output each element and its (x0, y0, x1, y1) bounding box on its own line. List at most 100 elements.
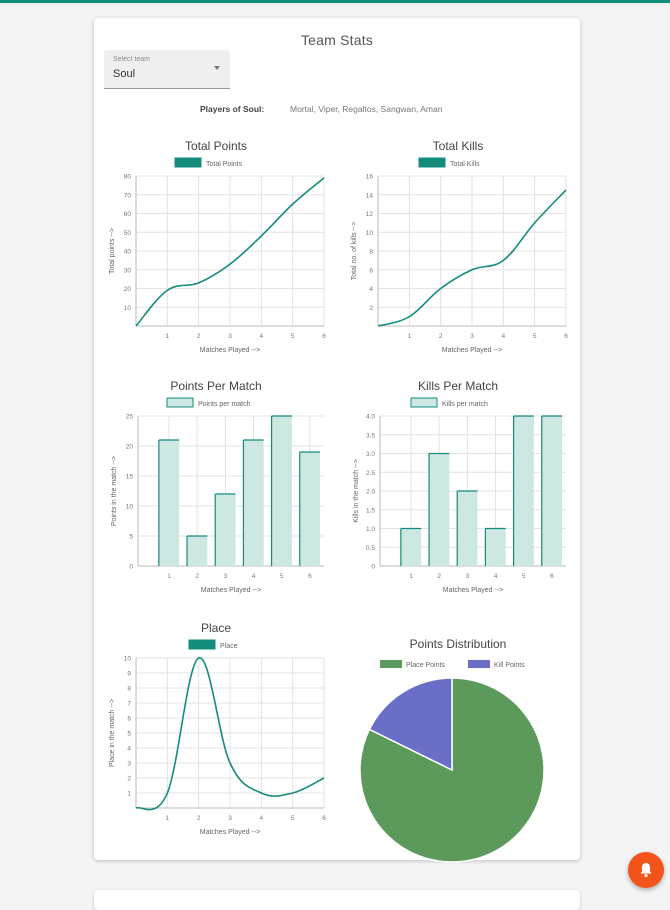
chart-points-per-match: Points Per Match Points per match 0 5 10 15 20… (98, 372, 334, 606)
x-tick-label: 2 (195, 573, 199, 580)
y-tick-label: 7 (127, 701, 131, 708)
y-tick-label: 5 (127, 731, 131, 738)
x-tick-label: 6 (564, 333, 568, 340)
y-axis-label: Kills in the match --> (353, 459, 360, 523)
y-tick-label: 0 (129, 564, 133, 571)
x-tick-label: 6 (322, 815, 326, 822)
legend-swatch (418, 157, 446, 168)
y-tick-label: 50 (124, 230, 132, 237)
x-tick-label: 6 (308, 573, 312, 580)
players-label: Players of Soul: (200, 104, 265, 114)
y-tick-label: 9 (127, 671, 131, 678)
y-axis-label: Place in the match --> (109, 699, 116, 767)
y-tick-label: 2.0 (366, 489, 375, 496)
y-tick-label: 30 (124, 267, 132, 274)
legend-label: Place (220, 643, 238, 650)
bar (158, 440, 180, 566)
legend-label: Total Points (206, 161, 243, 168)
x-tick-label: 2 (437, 573, 441, 580)
dropdown-caret-icon (214, 66, 220, 70)
x-tick-label: 5 (522, 573, 526, 580)
x-axis-label: Matches Played --> (200, 347, 261, 354)
x-tick-label: 6 (550, 573, 554, 580)
y-tick-label: 10 (124, 305, 132, 312)
chart-total-kills: Total Kills Total Kills 2 4 6 8 10 12 14 16 1 2 3 4 5 6… (340, 132, 576, 366)
bar (485, 528, 506, 566)
y-tick-label: 20 (124, 286, 132, 293)
team-select[interactable]: Select team Soul (104, 50, 230, 89)
x-tick-label: 4 (252, 573, 256, 580)
chart-place: Place Place 1 2 3 4 5 6 7 8 9 10 1 2 3 4 5 6 Matches Playe… (98, 614, 334, 848)
y-tick-label: 60 (124, 211, 132, 218)
chart-title: Total Points (185, 139, 247, 153)
y-axis-label: Total no. of kills --> (351, 222, 358, 281)
next-card (94, 890, 580, 910)
bar (400, 528, 422, 566)
y-tick-label: 14 (366, 192, 374, 199)
y-tick-label: 2 (127, 776, 131, 783)
series-line (135, 657, 325, 811)
y-tick-label: 4 (127, 746, 131, 753)
x-tick-label: 3 (224, 573, 228, 580)
y-tick-label: 2 (369, 305, 373, 312)
legend-swatch (380, 660, 402, 668)
page-title: Team Stats (300, 32, 374, 48)
team-select-label: Select team (113, 56, 150, 63)
y-tick-label: 70 (124, 192, 132, 199)
y-tick-label: 4.0 (366, 414, 375, 421)
chart-total-points: Total Points Total Points 10 20 30 40 50 60 70 80… (98, 132, 334, 366)
x-axis-label: Matches Played --> (200, 829, 261, 836)
legend-swatch (410, 397, 438, 408)
y-tick-label: 5 (129, 534, 133, 541)
legend-label: Kill Points (494, 662, 525, 669)
x-tick-label: 1 (167, 573, 171, 580)
x-tick-label: 2 (439, 333, 443, 340)
y-tick-label: 6 (369, 267, 373, 274)
y-tick-label: 1.5 (366, 507, 375, 514)
legend-swatch (188, 639, 216, 650)
legend-label: Place Points (406, 662, 445, 669)
y-tick-label: 0.5 (366, 545, 375, 552)
y-tick-label: 1 (127, 791, 131, 798)
team-stats-card: Team Stats Select team Soul Players of S… (94, 18, 580, 863)
y-tick-label: 12 (366, 211, 374, 218)
bar (187, 536, 208, 566)
y-tick-label: 20 (126, 444, 134, 451)
players-value: Mortal, Viper, Regaltos, Sangwan, Aman (290, 104, 443, 114)
y-tick-label: 0 (371, 564, 375, 571)
bar (271, 416, 292, 566)
x-tick-label: 6 (322, 333, 326, 340)
legend-label: Kills per match (442, 401, 488, 408)
bar (243, 440, 264, 566)
pie-slice (368, 677, 453, 772)
chart-title: Points Distribution (410, 637, 507, 651)
team-select-value: Soul (113, 68, 136, 80)
y-tick-label: 3 (127, 761, 131, 768)
y-tick-label: 25 (126, 414, 134, 421)
x-tick-label: 4 (260, 333, 264, 340)
y-tick-label: 2.5 (366, 470, 375, 477)
x-tick-label: 1 (409, 573, 413, 580)
points-distribution-chart-svg: Points Distribution Place Points Kill Poin… (359, 637, 545, 863)
chart-points-distribution: Points Distribution Place Points Kill Poin… (340, 614, 576, 863)
notification-button[interactable] (628, 852, 664, 888)
x-tick-label: 1 (408, 333, 412, 340)
bar (457, 491, 478, 566)
y-tick-label: 80 (124, 174, 132, 181)
x-tick-label: 3 (466, 573, 470, 580)
bar (299, 452, 321, 566)
total-points-chart-svg: Total Points Total Points 10 20 30 40 50 60 70 80… (109, 139, 326, 354)
bell-icon (640, 863, 652, 878)
y-tick-label: 10 (126, 504, 134, 511)
bar (541, 416, 563, 566)
x-tick-label: 5 (291, 333, 295, 340)
x-tick-label: 4 (494, 573, 498, 580)
x-tick-label: 3 (228, 333, 232, 340)
legend-label: Points per match (198, 401, 251, 408)
y-tick-label: 16 (366, 174, 374, 181)
x-tick-label: 2 (197, 815, 201, 822)
place-chart-svg: Place Place 1 2 3 4 5 6 7 8 9 10 1 2 3 4 5 6 Matches Playe… (109, 621, 326, 836)
y-tick-label: 4 (369, 286, 373, 293)
y-tick-label: 3.0 (366, 451, 375, 458)
